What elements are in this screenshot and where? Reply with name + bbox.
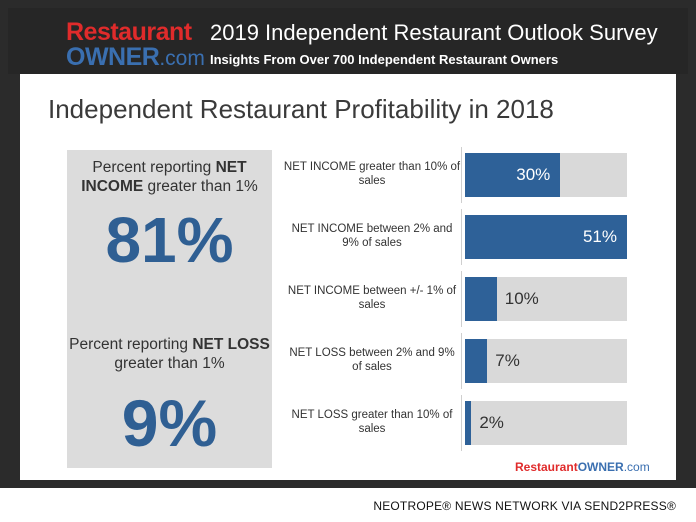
bar-track: 7% xyxy=(465,339,627,383)
bar-value-label: 51% xyxy=(582,227,617,246)
row-separator xyxy=(461,333,462,389)
row-separator xyxy=(461,147,462,203)
row-separator xyxy=(461,209,462,265)
header-banner: Restaurant OWNER.com 2019 Independent Re… xyxy=(8,8,688,74)
logo-com: .com xyxy=(159,47,205,70)
bar-track: 30% xyxy=(465,153,627,197)
net-income-percent: 81% xyxy=(105,204,234,276)
bar-label: NET INCOME greater than 10% of sales xyxy=(283,161,461,187)
bar-label: NET INCOME between 2% and 9% of sales xyxy=(291,223,453,249)
bar-track: 10% xyxy=(465,277,627,321)
bar-track: 2% xyxy=(465,401,627,445)
row-separator xyxy=(461,271,462,327)
stat-box: Percent reporting NET INCOME greater tha… xyxy=(67,150,272,468)
bar-label: NET LOSS greater than 10% of sales xyxy=(291,409,453,435)
bar xyxy=(465,153,561,197)
bar-label: NET LOSS between 2% and 9% of sales xyxy=(289,347,455,373)
row-separator xyxy=(461,395,462,451)
bar-track: 51% xyxy=(465,215,627,259)
bar xyxy=(465,401,472,445)
logo-owner: OWNER xyxy=(66,43,160,71)
net-loss-percent: 9% xyxy=(121,386,218,460)
bar-label: NET INCOME between +/- 1% of sales xyxy=(287,285,457,311)
net-loss-description: Percent reporting NET LOSS greater than … xyxy=(69,336,270,372)
bar xyxy=(465,215,627,259)
bar-value-label: 2% xyxy=(479,413,504,432)
chart-title: Independent Restaurant Profitability in … xyxy=(48,94,554,124)
footer-logo: RestaurantOWNER.com xyxy=(515,460,650,474)
bar xyxy=(465,339,488,383)
bar-value-label: 10% xyxy=(504,289,539,308)
bar-value-label: 30% xyxy=(516,165,551,184)
logo-restaurant: Restaurant xyxy=(66,18,192,46)
survey-subtitle: Insights From Over 700 Independent Resta… xyxy=(210,52,559,67)
credit-line: NEOTROPE® NEWS NETWORK VIA SEND2PRESS® xyxy=(373,499,676,513)
restaurantowner-logo: Restaurant OWNER.com xyxy=(66,20,205,70)
net-income-description: Percent reporting NET INCOME greater tha… xyxy=(81,159,258,195)
bar-value-label: 7% xyxy=(495,351,520,370)
bar xyxy=(465,277,497,321)
survey-title: 2019 Independent Restaurant Outlook Surv… xyxy=(210,20,658,45)
